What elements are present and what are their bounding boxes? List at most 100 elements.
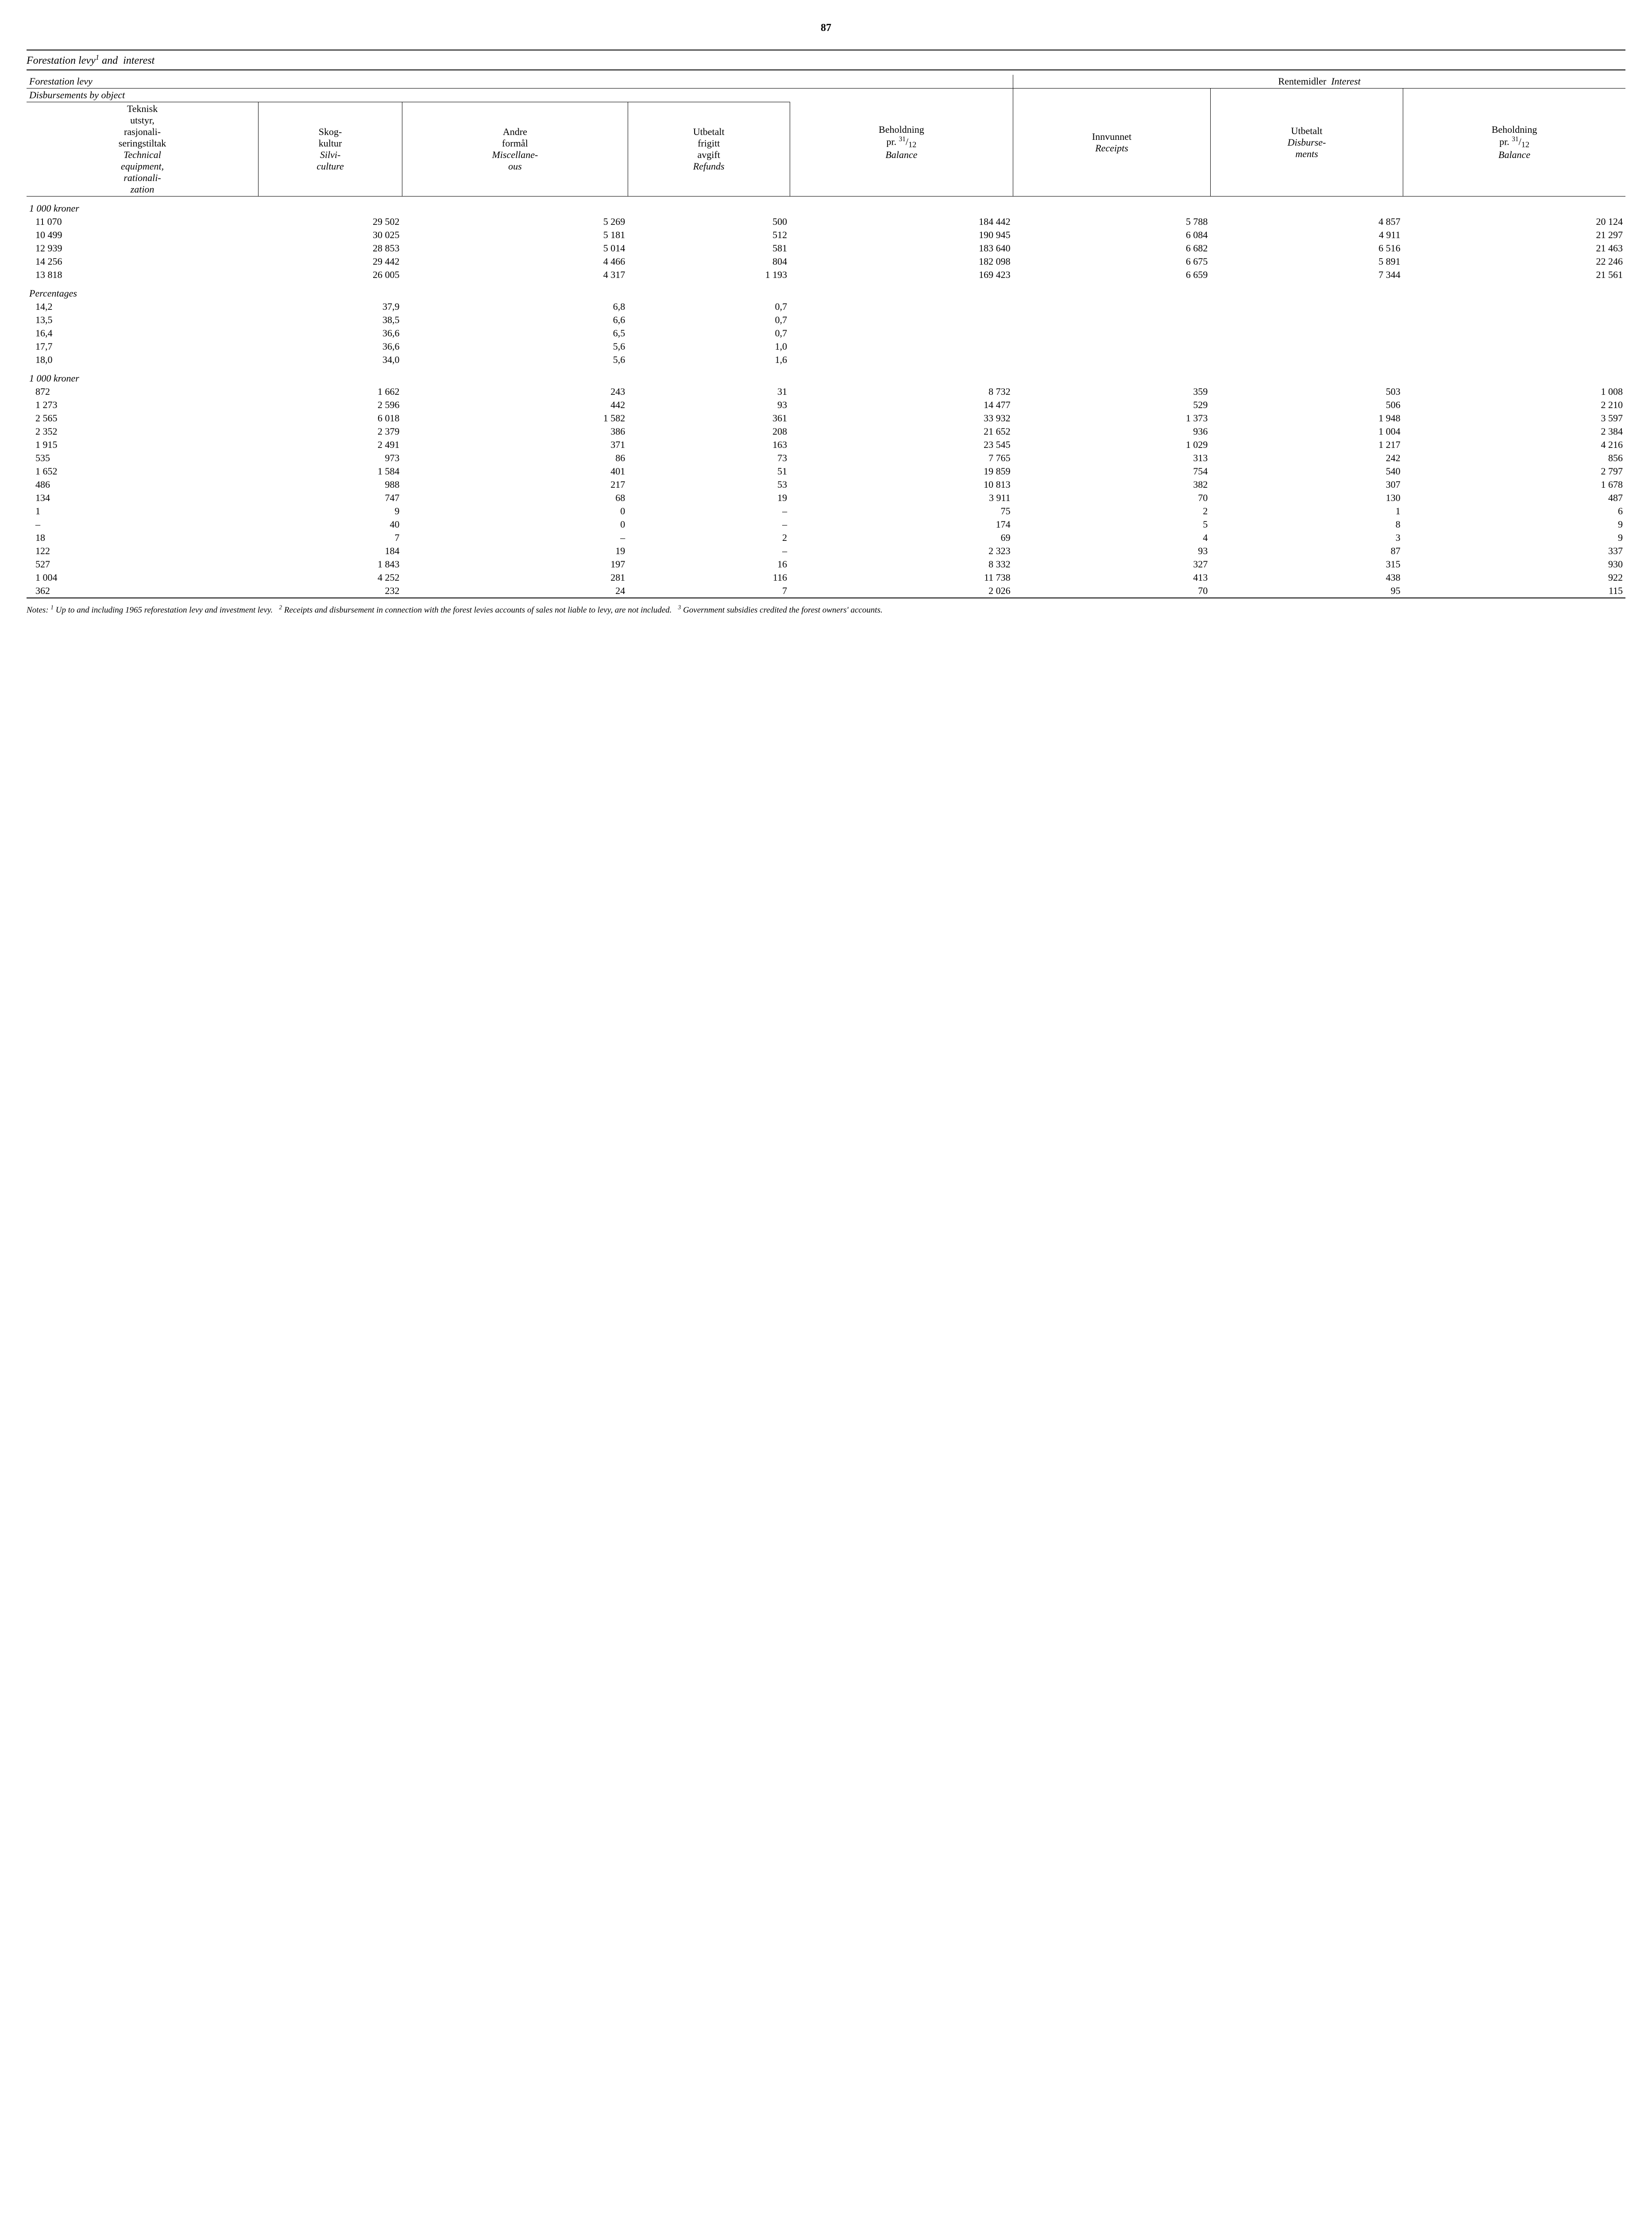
table-cell — [790, 340, 1013, 353]
table-cell: 4 252 — [259, 571, 402, 584]
table-cell: 4 216 — [1403, 438, 1625, 451]
table-cell: 30 025 — [259, 228, 402, 242]
table-row: 10 49930 0255 181512190 9456 0844 91121 … — [27, 228, 1625, 242]
table-cell: 6 — [1403, 505, 1625, 518]
table-cell: 6,6 — [402, 313, 628, 327]
table-cell: 1 004 — [1210, 425, 1403, 438]
table-cell: 17,7 — [27, 340, 259, 353]
table-row: 2 5656 0181 58236133 9321 3731 9483 597 — [27, 412, 1625, 425]
table-cell: 7 344 — [1210, 268, 1403, 281]
table-cell: 36,6 — [259, 340, 402, 353]
table-cell: 16 — [628, 558, 790, 571]
section-header: 1 000 kroner — [27, 197, 1625, 216]
table-row: 13474768193 91170130487 — [27, 491, 1625, 505]
table-cell — [1403, 353, 1625, 366]
table-cell: 10 813 — [790, 478, 1013, 491]
table-cell: 529 — [1013, 398, 1211, 412]
table-row: 2 3522 37938620821 6529361 0042 384 — [27, 425, 1625, 438]
table-cell — [1403, 327, 1625, 340]
table-cell: – — [402, 531, 628, 544]
table-cell: 169 423 — [790, 268, 1013, 281]
table-cell: 512 — [628, 228, 790, 242]
table-row: 13 81826 0054 3171 193169 4236 6597 3442… — [27, 268, 1625, 281]
table-row: 16,436,66,50,7 — [27, 327, 1625, 340]
table-cell: 438 — [1210, 571, 1403, 584]
table-cell: 487 — [1403, 491, 1625, 505]
table-cell: 232 — [259, 584, 402, 598]
table-cell: 856 — [1403, 451, 1625, 465]
table-cell: 1 582 — [402, 412, 628, 425]
table-cell: 53 — [628, 478, 790, 491]
table-cell: 2 352 — [27, 425, 259, 438]
table-cell — [1210, 313, 1403, 327]
table-cell: 29 502 — [259, 215, 402, 228]
table-cell: 21 561 — [1403, 268, 1625, 281]
table-cell: 581 — [628, 242, 790, 255]
table-cell: 190 945 — [790, 228, 1013, 242]
table-cell: 1 662 — [259, 385, 402, 398]
footnotes: Notes: 1 Up to and including 1965 refore… — [27, 604, 1625, 616]
table-cell: 4 466 — [402, 255, 628, 268]
table-cell: 1 217 — [1210, 438, 1403, 451]
table-cell: 24 — [402, 584, 628, 598]
table-cell: 182 098 — [790, 255, 1013, 268]
table-cell: 5,6 — [402, 340, 628, 353]
table-cell: 337 — [1403, 544, 1625, 558]
table-cell: 5 — [1013, 518, 1211, 531]
table-cell: 6,8 — [402, 300, 628, 313]
table-cell: 242 — [1210, 451, 1403, 465]
table-cell — [790, 300, 1013, 313]
table-cell: 1,0 — [628, 340, 790, 353]
table-cell — [1210, 340, 1403, 353]
table-cell: 21 297 — [1403, 228, 1625, 242]
table-cell: 6,5 — [402, 327, 628, 340]
table-cell — [790, 327, 1013, 340]
table-cell: 163 — [628, 438, 790, 451]
table-cell: 5 269 — [402, 215, 628, 228]
table-cell: 4 911 — [1210, 228, 1403, 242]
table-cell: 95 — [1210, 584, 1403, 598]
table-row: 12 93928 8535 014581183 6406 6826 51621 … — [27, 242, 1625, 255]
table-cell: 31 — [628, 385, 790, 398]
table-cell: 540 — [1210, 465, 1403, 478]
disbursements-header: Disbursements by object — [27, 89, 790, 102]
table-cell: 5 788 — [1013, 215, 1211, 228]
table-cell: 184 — [259, 544, 402, 558]
table-cell: 2 379 — [259, 425, 402, 438]
table-cell: 754 — [1013, 465, 1211, 478]
table-cell: 134 — [27, 491, 259, 505]
table-cell — [1013, 340, 1211, 353]
table-cell: 1 373 — [1013, 412, 1211, 425]
table-cell: 69 — [790, 531, 1013, 544]
table-cell: 197 — [402, 558, 628, 571]
table-cell: 6 659 — [1013, 268, 1211, 281]
table-cell: 8 — [1210, 518, 1403, 531]
table-cell: 21 652 — [790, 425, 1013, 438]
table-cell: 3 911 — [790, 491, 1013, 505]
table-cell: 0,7 — [628, 313, 790, 327]
table-cell: 1 584 — [259, 465, 402, 478]
table-cell: 40 — [259, 518, 402, 531]
table-cell: 5 181 — [402, 228, 628, 242]
col2-header: Skog-kulturSilvi-culture — [259, 102, 402, 197]
table-cell: – — [628, 505, 790, 518]
table-cell — [1013, 327, 1211, 340]
table-cell: 500 — [628, 215, 790, 228]
table-cell — [1013, 300, 1211, 313]
table-cell: 93 — [628, 398, 790, 412]
interest-header: Rentemidler Interest — [1013, 75, 1625, 89]
table-cell: 8 332 — [790, 558, 1013, 571]
table-cell: 2 797 — [1403, 465, 1625, 478]
col7-header: UtbetaltDisburse-ments — [1210, 89, 1403, 197]
table-cell: 413 — [1013, 571, 1211, 584]
table-cell: 3 597 — [1403, 412, 1625, 425]
table-cell: 20 124 — [1403, 215, 1625, 228]
table-cell — [1013, 313, 1211, 327]
table-cell: 75 — [790, 505, 1013, 518]
table-cell: 382 — [1013, 478, 1211, 491]
table-cell: – — [628, 518, 790, 531]
table-cell: 9 — [1403, 531, 1625, 544]
table-cell: 1 — [27, 505, 259, 518]
table-cell: 14 256 — [27, 255, 259, 268]
table-cell: 527 — [27, 558, 259, 571]
